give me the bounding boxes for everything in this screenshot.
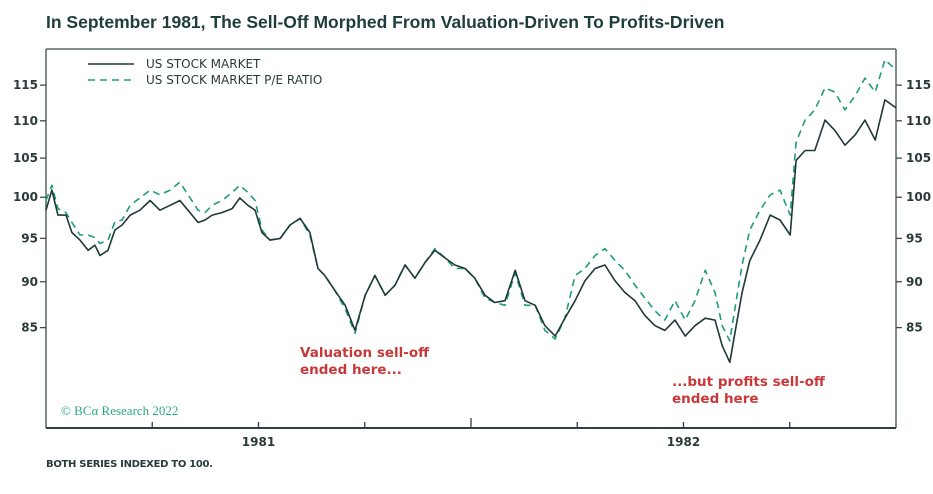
legend: US STOCK MARKET US STOCK MARKET P/E RATI…: [88, 57, 322, 87]
plot-frame: [45, 48, 897, 429]
chart-title: In September 1981, The Sell-Off Morphed …: [46, 12, 724, 32]
x-tick-label: 1981: [242, 435, 275, 449]
series-line-pe-ratio: [45, 58, 897, 342]
series-line-stock-market: [45, 99, 897, 364]
y-tick-label-left: 85: [21, 321, 38, 335]
annotation-valuation: Valuation sell-off ended here...: [300, 345, 430, 378]
y-tick-label-left: 115: [13, 78, 38, 92]
y-tick-label-left: 105: [13, 151, 38, 165]
series-group: [45, 58, 897, 364]
annotation-profits-line1: ...but profits sell-off: [672, 374, 826, 390]
y-tick-label-left: 95: [21, 231, 38, 245]
annotation-valuation-line1: Valuation sell-off: [300, 345, 430, 361]
y-tick-label-right: 105: [906, 151, 931, 165]
y-tick-label-right: 90: [906, 275, 923, 289]
y-tick-label-left: 110: [13, 114, 38, 128]
y-tick-label-left: 90: [21, 275, 38, 289]
x-axis: 1981 1982: [151, 418, 791, 449]
y-tick-label-right: 85: [906, 321, 923, 335]
annotation-valuation-line2: ended here...: [300, 362, 402, 378]
legend-label-pe-ratio: US STOCK MARKET P/E RATIO: [146, 73, 322, 87]
y-axis: 85 85 90 90 95 95 100 100 105 105 110 110 115 115: [13, 78, 931, 334]
y-tick-label-right: 110: [906, 114, 931, 128]
y-tick-label-left: 100: [13, 190, 38, 204]
legend-label-stock-market: US STOCK MARKET: [146, 57, 261, 71]
x-tick-label: 1982: [667, 435, 700, 449]
y-tick-label-right: 95: [906, 231, 923, 245]
footnote: BOTH SERIES INDEXED TO 100.: [46, 459, 213, 470]
annotation-profits-line2: ended here: [672, 391, 759, 407]
y-tick-label-right: 100: [906, 190, 931, 204]
y-tick-label-right: 115: [906, 78, 931, 92]
source-credit: © BCα Research 2022: [61, 403, 178, 418]
annotation-profits: ...but profits sell-off ended here: [672, 374, 826, 407]
